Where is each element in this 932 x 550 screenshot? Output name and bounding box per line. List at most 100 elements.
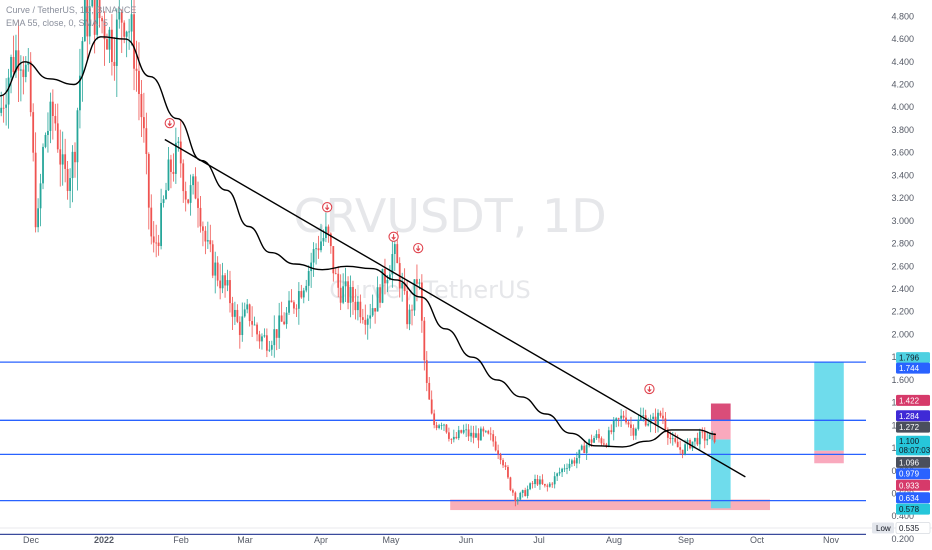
candle-down: [674, 438, 677, 442]
candle-up: [206, 240, 209, 242]
time-axis[interactable]: Dec 2022 Feb Mar Apr May Jun Jul Aug Sep Oct Nov: [23, 535, 840, 545]
candle-up: [71, 151, 74, 179]
candle-down: [472, 432, 475, 438]
price-tag: [896, 410, 930, 422]
candle-up: [484, 430, 487, 432]
candle-down: [492, 434, 495, 442]
candle-down: [598, 434, 600, 439]
candle-down: [106, 39, 108, 50]
candle-down: [56, 123, 59, 150]
candle-down: [546, 485, 549, 487]
candle-up: [83, 0, 86, 42]
candle-down: [98, 0, 101, 19]
candle-up: [388, 274, 391, 280]
candle-up: [310, 262, 313, 272]
candle-down: [275, 329, 278, 338]
candle-up: [39, 183, 42, 209]
position-stop-zone: [710, 403, 731, 422]
candle-down: [509, 477, 512, 491]
candle-up: [516, 499, 519, 501]
price-tick-label: 2.400: [891, 284, 914, 294]
candle-down: [514, 492, 517, 501]
candle-down: [411, 309, 413, 311]
candle-up: [69, 178, 71, 191]
candle-down: [361, 317, 364, 320]
candle-down: [187, 199, 190, 203]
candle-up: [297, 291, 300, 309]
candle-up: [457, 430, 460, 439]
candle-down: [337, 273, 340, 288]
price-tag-label: 0.634: [899, 494, 920, 503]
candle-up: [312, 249, 315, 263]
candle-down: [617, 418, 620, 420]
candle-up: [708, 434, 711, 439]
sell-marker-arrow: [415, 245, 421, 252]
time-tick-label: Dec: [23, 535, 40, 545]
sell-markers-layer: [164, 117, 655, 395]
candle-up: [443, 424, 445, 426]
candle-up: [519, 492, 522, 500]
candle-up: [342, 286, 345, 303]
candle-up: [652, 416, 654, 419]
candle-up: [452, 436, 455, 440]
price-tick-label: 4.400: [891, 57, 914, 67]
price-tag: [896, 352, 930, 364]
candle-up: [462, 429, 465, 433]
price-tag: [896, 456, 930, 468]
candle-up: [88, 6, 91, 37]
candle-down: [155, 242, 158, 244]
candle-up: [0, 107, 3, 113]
candle-down: [494, 441, 497, 451]
time-tick-label: Apr: [314, 535, 328, 545]
candle-up: [344, 281, 347, 287]
candles-layer: [0, 0, 716, 507]
candle-up: [529, 483, 531, 490]
candle-up: [288, 300, 290, 313]
candle-up: [607, 430, 610, 446]
candle-down: [135, 68, 138, 71]
candle-down: [113, 61, 116, 66]
candle-down: [477, 433, 480, 441]
candle-up: [192, 176, 194, 186]
candle-down: [590, 439, 593, 443]
candle-up: [91, 0, 94, 7]
candle-down: [204, 230, 207, 242]
candle-down: [524, 490, 527, 496]
candle-down: [280, 315, 283, 322]
candle-down: [231, 303, 234, 317]
candle-down: [251, 321, 254, 325]
candle-down: [142, 117, 145, 129]
candle-down: [300, 291, 303, 298]
watermark-name: Curve / TetherUS: [329, 276, 531, 304]
candle-down: [133, 14, 135, 69]
candle-up: [585, 445, 588, 453]
candle-up: [553, 476, 556, 485]
candle-up: [253, 324, 256, 326]
candle-up: [539, 479, 541, 485]
candle-down: [428, 382, 431, 400]
candle-down: [12, 56, 15, 73]
candle-down: [283, 321, 285, 325]
candle-down: [573, 460, 576, 464]
candle-down: [406, 291, 408, 325]
candle-down: [145, 128, 148, 155]
candle-up: [357, 301, 359, 311]
candle-down: [2, 107, 5, 109]
candle-up: [566, 468, 568, 470]
candle-down: [497, 450, 500, 455]
candle-up: [108, 29, 111, 50]
candle-up: [128, 31, 131, 33]
candle-up: [322, 238, 325, 242]
candle-down: [103, 21, 106, 40]
candle-up: [563, 468, 566, 470]
candle-down: [448, 432, 450, 439]
candle-down: [669, 437, 672, 439]
candle-down: [354, 301, 357, 311]
candle-up: [521, 490, 524, 493]
sell-marker-arrow: [647, 386, 652, 393]
candle-down: [290, 300, 293, 303]
price-tag-label: 08:07:03: [899, 446, 931, 455]
candle-down: [664, 418, 667, 430]
candle-down: [209, 240, 212, 245]
